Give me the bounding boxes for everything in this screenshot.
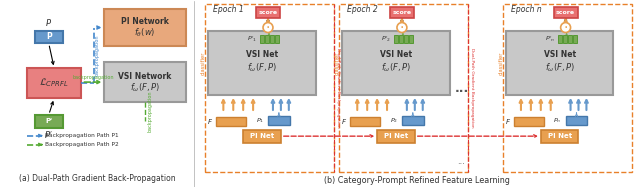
Text: score: score — [259, 10, 278, 15]
Bar — [35, 30, 63, 43]
Bar — [216, 117, 246, 126]
Bar — [243, 130, 281, 143]
Text: Epoch n: Epoch n — [511, 5, 542, 14]
Text: score: score — [556, 10, 575, 15]
Bar — [350, 117, 380, 126]
Bar — [256, 7, 280, 18]
Bar — [541, 130, 579, 143]
Text: Backpropagation Path P1: Backpropagation Path P1 — [45, 133, 118, 138]
Bar — [377, 130, 415, 143]
Text: $f_{\omega}(F,P)$: $f_{\omega}(F,P)$ — [381, 62, 411, 74]
Text: (b) Category-Prompt Refined Feature Learning: (b) Category-Prompt Refined Feature Lear… — [324, 176, 509, 185]
Text: $f_{\omega}(F,P)$: $f_{\omega}(F,P)$ — [247, 62, 277, 74]
Text: VSI Net: VSI Net — [246, 50, 278, 59]
Bar — [409, 36, 413, 43]
Text: Dual-Path Gradient Backpropagation: Dual-Path Gradient Backpropagation — [337, 48, 340, 128]
Bar — [35, 115, 63, 128]
Text: (a) Dual-Path Gradient Back-Propagation: (a) Dual-Path Gradient Back-Propagation — [19, 174, 175, 183]
Text: $P'_1$: $P'_1$ — [247, 35, 257, 44]
Text: PI Net: PI Net — [250, 133, 274, 139]
Text: ...: ... — [458, 157, 465, 166]
Text: ...: ... — [454, 82, 468, 95]
Text: $P_1$: $P_1$ — [256, 116, 264, 125]
Text: $f_{\theta}(w)$: $f_{\theta}(w)$ — [134, 26, 156, 39]
Text: $P'$: $P'$ — [44, 129, 53, 140]
Text: VSI Net: VSI Net — [543, 50, 576, 59]
Circle shape — [561, 23, 570, 33]
Bar — [104, 62, 186, 102]
Bar — [402, 116, 424, 125]
Bar — [27, 68, 81, 98]
Text: PI Net: PI Net — [548, 133, 572, 139]
Bar — [573, 36, 577, 43]
Circle shape — [263, 23, 273, 33]
Bar — [554, 7, 577, 18]
Text: classifier: classifier — [499, 51, 504, 74]
Text: ·: · — [563, 20, 568, 35]
Text: $F$: $F$ — [207, 117, 214, 126]
Bar — [390, 7, 414, 18]
Bar — [339, 4, 468, 172]
Bar — [404, 36, 408, 43]
Text: $f_{\omega}(F,P)$: $f_{\omega}(F,P)$ — [545, 62, 575, 74]
Text: $F$: $F$ — [505, 117, 511, 126]
Text: Dual-Path Gradient Backpropagation: Dual-Path Gradient Backpropagation — [470, 48, 474, 128]
Bar — [104, 9, 186, 46]
Text: backpropagation: backpropagation — [72, 75, 114, 80]
Text: $P'_n$: $P'_n$ — [545, 35, 555, 44]
Bar — [268, 116, 290, 125]
Text: $f_{\omega}(F,P)$: $f_{\omega}(F,P)$ — [130, 82, 160, 94]
Text: score: score — [392, 10, 412, 15]
Bar — [205, 4, 335, 172]
Circle shape — [397, 23, 407, 33]
Text: Epoch 1: Epoch 1 — [213, 5, 244, 14]
Text: backpropagation: backpropagation — [148, 91, 153, 132]
Bar — [514, 117, 544, 126]
Bar — [260, 36, 264, 43]
Text: classifier: classifier — [201, 51, 206, 74]
Text: P': P' — [45, 118, 52, 124]
Text: VSI Net: VSI Net — [380, 50, 412, 59]
Bar — [506, 30, 613, 95]
Text: $F$: $F$ — [341, 117, 348, 126]
Bar — [209, 30, 316, 95]
Text: backpropagation: backpropagation — [94, 35, 99, 76]
Text: ·: · — [400, 20, 404, 35]
Bar — [563, 36, 566, 43]
Text: PI Network: PI Network — [121, 17, 169, 26]
Bar — [557, 36, 562, 43]
Bar — [399, 36, 403, 43]
Text: $\mathcal{L}_{CPRFL}$: $\mathcal{L}_{CPRFL}$ — [39, 77, 69, 89]
Text: $P$: $P$ — [45, 17, 52, 28]
Text: VSI Network: VSI Network — [118, 72, 172, 81]
Bar — [566, 116, 588, 125]
Text: $P_n$: $P_n$ — [554, 116, 562, 125]
Bar — [270, 36, 274, 43]
Bar — [265, 36, 269, 43]
Bar — [342, 30, 449, 95]
Text: $P'_2$: $P'_2$ — [381, 35, 391, 44]
Bar — [568, 36, 572, 43]
Bar — [503, 4, 632, 172]
Text: PI Net: PI Net — [384, 133, 408, 139]
Text: $P_2$: $P_2$ — [390, 116, 398, 125]
Bar — [275, 36, 279, 43]
Text: ·: · — [266, 20, 270, 35]
Text: Epoch 2: Epoch 2 — [348, 5, 378, 14]
Text: classifier: classifier — [335, 51, 340, 74]
Bar — [394, 36, 398, 43]
Text: Backpropagation Path P2: Backpropagation Path P2 — [45, 142, 118, 147]
Text: P: P — [46, 33, 52, 42]
